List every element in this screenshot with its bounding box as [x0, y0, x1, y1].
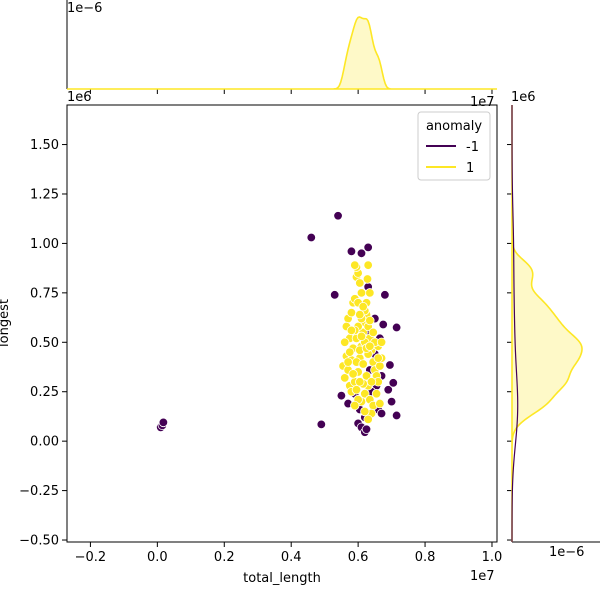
- legend-title: anomaly: [426, 119, 482, 134]
- y-tick-label: 1.00: [30, 237, 59, 252]
- scatter-point-anomaly-1: [363, 260, 373, 270]
- scatter-point-anomaly-neg1: [388, 378, 398, 388]
- scatter-point-anomaly-neg1: [306, 232, 316, 243]
- x-tick-label: 1.0: [482, 550, 503, 565]
- right-marginal-offset-label: 1e6: [511, 90, 536, 105]
- scatter-point-anomaly-1: [368, 327, 378, 338]
- scatter-point-anomaly-1: [375, 398, 385, 409]
- x-tick-label: 0.2: [214, 550, 235, 565]
- y-tick-label: −0.25: [19, 484, 59, 499]
- x-axis-ticks: −0.2 0.0 0.2 0.4 0.6 0.8 1.0: [75, 542, 503, 565]
- scatter-point-anomaly-neg1: [336, 390, 347, 401]
- right-marginal-axis-offset-label: 1e−6: [549, 545, 584, 560]
- scatter-point-anomaly-1: [363, 414, 373, 425]
- scatter-point-anomaly-1: [343, 357, 353, 367]
- scatter-point-anomaly-neg1: [383, 385, 393, 395]
- top-marginal-density-yellow: [67, 16, 497, 90]
- y-tick-label: 0.75: [30, 286, 59, 301]
- scatter-point-anomaly-neg1: [385, 360, 395, 370]
- plot-area-frame: [66, 104, 498, 543]
- x-tick-label: 0.0: [147, 550, 168, 565]
- scatter-point-anomaly-neg1: [346, 246, 357, 257]
- scatter-point-anomaly-neg1: [380, 290, 390, 300]
- x-offset-label: 1e7: [470, 569, 495, 584]
- scatter-point-anomaly-neg1: [158, 417, 169, 428]
- scatter-point-anomaly-1: [366, 377, 377, 387]
- y-tick-label: 0.00: [30, 435, 59, 450]
- scatter-point-anomaly-1: [371, 388, 382, 399]
- y-tick-label: 0.25: [30, 385, 59, 400]
- scatter-point-anomaly-1: [365, 315, 375, 326]
- scatter-point-anomaly-neg1: [378, 319, 388, 330]
- scatter-point-anomaly-neg1: [356, 248, 367, 259]
- scatter-point-anomaly-1: [346, 307, 357, 318]
- scatter-point-anomaly-1: [373, 353, 383, 363]
- right-marginal-density-purple: [511, 105, 519, 542]
- x-tick-label: 0.4: [281, 550, 302, 565]
- y-tick-label: −0.50: [19, 534, 59, 549]
- legend: anomaly -1 1: [417, 111, 491, 181]
- legend-label-1: 1: [466, 161, 474, 176]
- scatter-point-anomaly-1: [340, 337, 350, 347]
- scatter-point-anomaly-1: [346, 325, 357, 336]
- scatter-point-anomaly-1: [345, 347, 355, 357]
- right-marginal-density-yellow: [511, 105, 583, 542]
- scatter-point-anomaly-neg1: [333, 211, 343, 221]
- scatter-point-anomaly-neg1: [363, 242, 373, 253]
- y-axis-ticks: −0.50 −0.25 0.00 0.25 0.50 0.75 1.00 1.25 1.50: [19, 138, 67, 549]
- scatter-point-anomaly-1: [365, 288, 375, 298]
- right-marginal: 1e6 1e−6: [507, 90, 600, 560]
- scatter-point-anomaly-1: [348, 369, 358, 379]
- scatter-point-anomaly-1: [351, 385, 362, 395]
- scatter-point-anomaly-1: [376, 337, 387, 347]
- scatter-point-anomaly-1: [355, 309, 365, 320]
- scatter-point-anomaly-1: [340, 373, 350, 383]
- scatter-point-anomaly-1: [365, 341, 375, 351]
- scatter-point-anomaly-1: [355, 377, 365, 387]
- y-tick-label: 1.25: [30, 187, 59, 202]
- scatter-point-anomaly-neg1: [376, 408, 387, 419]
- scatter-point-anomaly-neg1: [391, 410, 402, 421]
- scatter-point-anomaly-1: [375, 361, 385, 371]
- scatter-point-anomaly-neg1: [391, 322, 402, 333]
- x-tick-label: 0.6: [348, 550, 369, 565]
- scatter-point-anomaly-neg1: [316, 419, 327, 430]
- legend-label-neg1: -1: [466, 140, 479, 155]
- scatter-point-anomaly-1: [356, 288, 367, 298]
- scatter-point-anomaly-1: [360, 388, 370, 399]
- top-marginal: 1e−6 1e7: [66, 0, 497, 110]
- scatter-point-anomaly-1: [358, 301, 368, 312]
- scatter-point-anomaly-1: [350, 400, 360, 411]
- scatter-points: [155, 211, 402, 437]
- y-axis-label: longest: [0, 299, 12, 347]
- scatter-point-anomaly-1: [350, 260, 360, 270]
- scatter-point-anomaly-1: [355, 278, 365, 288]
- scatter-point-anomaly-neg1: [386, 396, 397, 407]
- y-tick-label: 0.50: [30, 336, 59, 351]
- scatter-point-anomaly-1: [356, 331, 367, 342]
- scatter-point-anomaly-neg1: [330, 290, 340, 300]
- y-tick-label: 1.50: [30, 138, 59, 153]
- y-offset-label: 1e6: [67, 90, 92, 105]
- main-axes: −0.2 0.0 0.2 0.4 0.6 0.8 1.0 −0.50 −0.25 0.00 0.2…: [0, 90, 502, 586]
- x-axis-label: total_length: [243, 571, 321, 586]
- scatter-point-anomaly-1: [358, 359, 368, 369]
- x-tick-label: 0.8: [415, 550, 436, 565]
- scatter-point-anomaly-1: [362, 274, 373, 284]
- scatter-point-anomaly-neg1: [361, 424, 372, 434]
- scatter-point-anomaly-1: [361, 371, 372, 381]
- top-marginal-axis-offset-label: 1e7: [470, 95, 495, 110]
- x-tick-label: −0.2: [75, 550, 107, 565]
- top-marginal-offset-label: 1e−6: [67, 1, 102, 16]
- scatter-point-anomaly-1: [360, 406, 370, 417]
